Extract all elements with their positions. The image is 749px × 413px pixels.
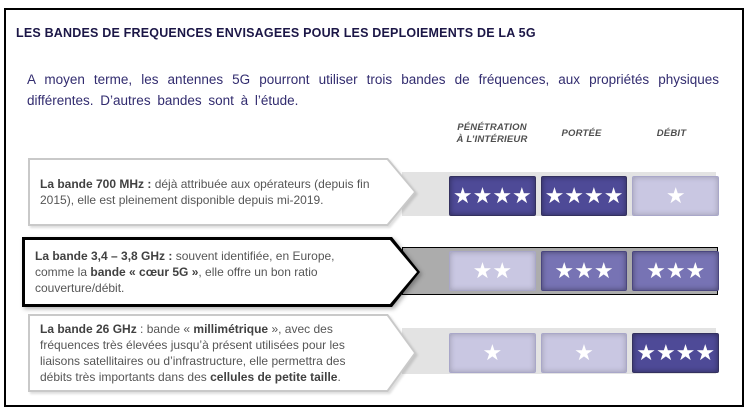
rating-portee-26ghz: ★ [540,333,628,373]
rating-debit-700mhz: ★ [632,176,720,216]
column-header-line: DÉBIT [656,127,687,139]
rating-portee-3438ghz: ★★★ [540,251,628,291]
page-title: LES BANDES DE FREQUENCES ENVISAGEES POUR… [16,26,536,40]
rating-penetration-3438ghz: ★★ [449,251,536,291]
ratings-row-26ghz: ★ ★ ★★★★ [449,333,720,373]
column-header-line: PÉNÉTRATION [457,121,527,133]
rating-debit-26ghz: ★★★★ [632,333,720,373]
band-description-26ghz: La bande 26 GHz : bande « millimétrique … [40,321,346,385]
arrow-fill: La bande 26 GHz : bande « millimétrique … [30,316,414,390]
rating-debit-3438ghz: ★★★ [632,251,720,291]
band-arrow-3438ghz: La bande 3,4 – 3,8 GHz : souvent identif… [22,237,420,307]
ratings-row-3438ghz: ★★ ★★★ ★★★ [449,251,720,291]
column-header-penetration: PÉNÉTRATION À L’INTÉRIEUR [434,118,550,150]
ratings-row-700mhz: ★★★★ ★★★★ ★ [449,176,720,216]
column-header-portee: PORTÉE [539,118,624,150]
rating-penetration-700mhz: ★★★★ [449,176,536,216]
arrow-fill: La bande 3,4 – 3,8 GHz : souvent identif… [25,240,417,304]
rating-portee-700mhz: ★★★★ [540,176,628,216]
arrow-fill: La bande 700 MHz : déjà attribuée aux op… [30,160,414,224]
band-arrow-26ghz: La bande 26 GHz : bande « millimétrique … [28,314,416,392]
band-arrow-700mhz: La bande 700 MHz : déjà attribuée aux op… [28,158,416,226]
column-header-debit: DÉBIT [629,118,714,150]
rating-column-headers: PÉNÉTRATION À L’INTÉRIEUR PORTÉE DÉBIT [0,118,749,150]
column-header-line: À L’INTÉRIEUR [456,134,528,145]
rating-penetration-26ghz: ★ [449,333,536,373]
band-description-700mhz: La bande 700 MHz : déjà attribuée aux op… [40,176,370,207]
column-header-line: PORTÉE [561,127,602,139]
intro-paragraph: A moyen terme, les antennes 5G pourront … [27,72,719,108]
band-description-3438ghz: La bande 3,4 – 3,8 GHz : souvent identif… [35,248,335,296]
